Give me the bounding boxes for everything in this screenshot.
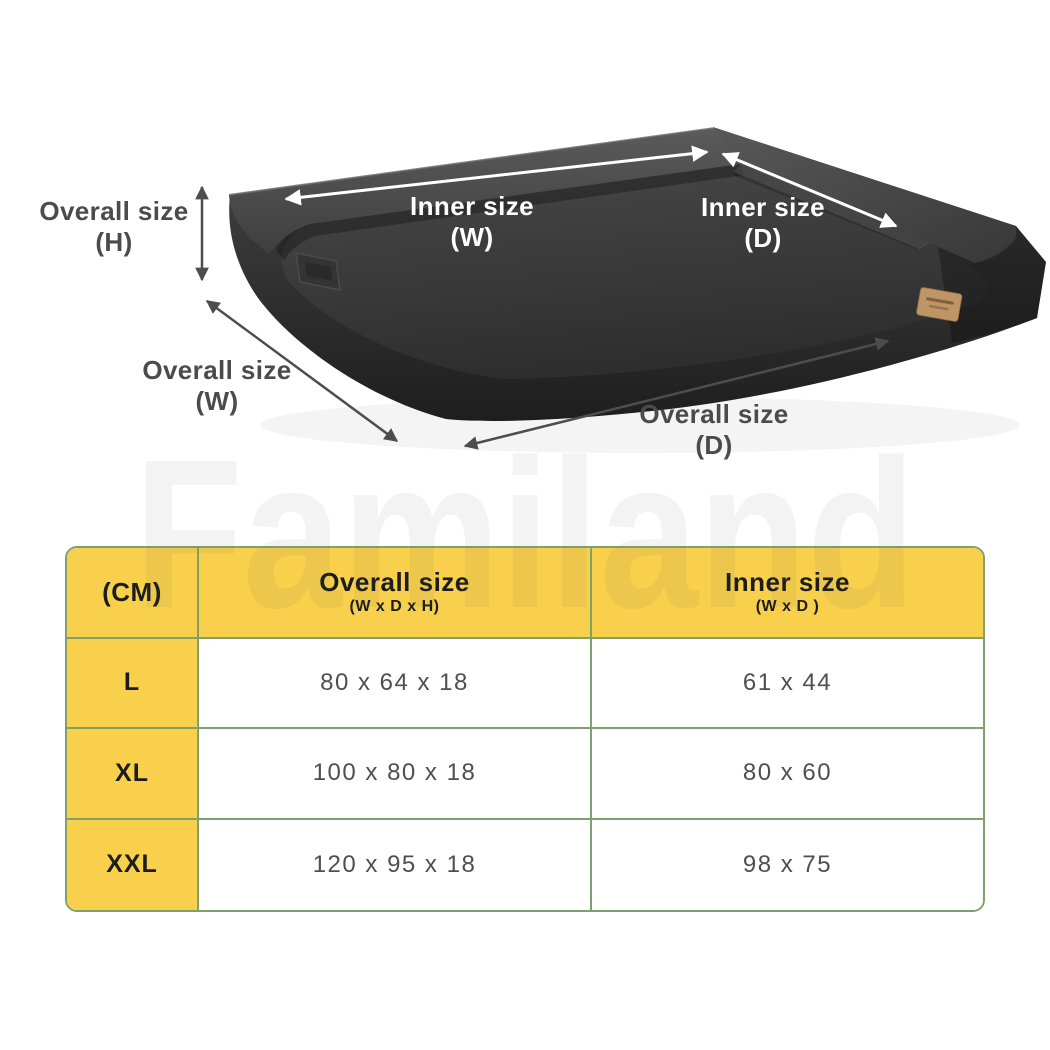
row-l-overall-cell: 80 x 64 x 18 xyxy=(199,638,592,729)
inner-size-w-line2: (W) xyxy=(450,222,494,252)
overall-width-arrow xyxy=(205,299,399,443)
overall-depth-arrow xyxy=(463,337,890,450)
overall-size-h-label: Overall size (H) xyxy=(4,196,224,258)
inner-depth-arrow xyxy=(721,152,898,228)
row-xl-overall: 100 x 80 x 18 xyxy=(312,759,477,787)
row-l-inner-cell: 61 x 44 xyxy=(592,638,983,729)
inner-width-arrow xyxy=(284,145,709,206)
overall-size-header-sub: (W x D x H) xyxy=(349,598,440,616)
size-table: (CM) Overall size (W x D x H) Inner size… xyxy=(65,546,985,912)
bed-handle-slot xyxy=(305,262,333,281)
row-xl-inner: 80 x 60 xyxy=(742,759,833,787)
row-xxl-inner: 98 x 75 xyxy=(742,850,833,878)
row-xl-size-cell: XL xyxy=(67,729,199,820)
row-xxl-inner-cell: 98 x 75 xyxy=(592,819,983,910)
inner-size-w-line1: Inner size xyxy=(410,191,534,221)
inner-size-d-line2: (D) xyxy=(744,223,782,253)
row-l-size: L xyxy=(123,668,141,697)
row-xl-overall-cell: 100 x 80 x 18 xyxy=(199,729,592,820)
inner-size-d-label: Inner size (D) xyxy=(653,192,873,254)
brand-tag xyxy=(916,287,963,322)
row-xxl-size: XXL xyxy=(106,850,158,879)
row-xxl-size-cell: XXL xyxy=(67,819,199,910)
row-xxl-overall-cell: 120 x 95 x 18 xyxy=(199,819,592,910)
row-l-inner: 61 x 44 xyxy=(742,668,833,696)
overall-size-header-text: Overall size xyxy=(319,567,470,598)
overall-size-d-line1: Overall size xyxy=(639,399,789,429)
dog-bed-illustration xyxy=(195,127,1046,453)
table-header-unit: (CM) xyxy=(67,548,199,639)
inner-size-header-sub: (W x D ) xyxy=(755,598,820,616)
row-l-size-cell: L xyxy=(67,638,199,729)
overall-size-d-line2: (D) xyxy=(695,430,733,460)
overall-size-w-line2: (W) xyxy=(195,386,239,416)
overall-size-w-label: Overall size (W) xyxy=(107,355,327,417)
inner-size-w-label: Inner size (W) xyxy=(362,191,582,253)
row-xxl-overall: 120 x 95 x 18 xyxy=(312,850,477,878)
overall-size-w-line1: Overall size xyxy=(142,355,292,385)
overall-size-d-label: Overall size (D) xyxy=(604,399,824,461)
row-xl-inner-cell: 80 x 60 xyxy=(592,729,983,820)
inner-size-d-line1: Inner size xyxy=(701,192,825,222)
row-xl-size: XL xyxy=(115,758,149,787)
row-l-overall: 80 x 64 x 18 xyxy=(320,668,469,696)
bed-right-end-face xyxy=(938,226,1046,343)
overall-size-h-line2: (H) xyxy=(95,227,133,257)
table-header-overall-size: Overall size (W x D x H) xyxy=(199,548,592,639)
overall-size-h-line1: Overall size xyxy=(39,196,189,226)
table-header-inner-size: Inner size (W x D ) xyxy=(592,548,983,639)
inner-size-header-text: Inner size xyxy=(725,567,850,598)
unit-header-text: (CM) xyxy=(102,577,162,608)
